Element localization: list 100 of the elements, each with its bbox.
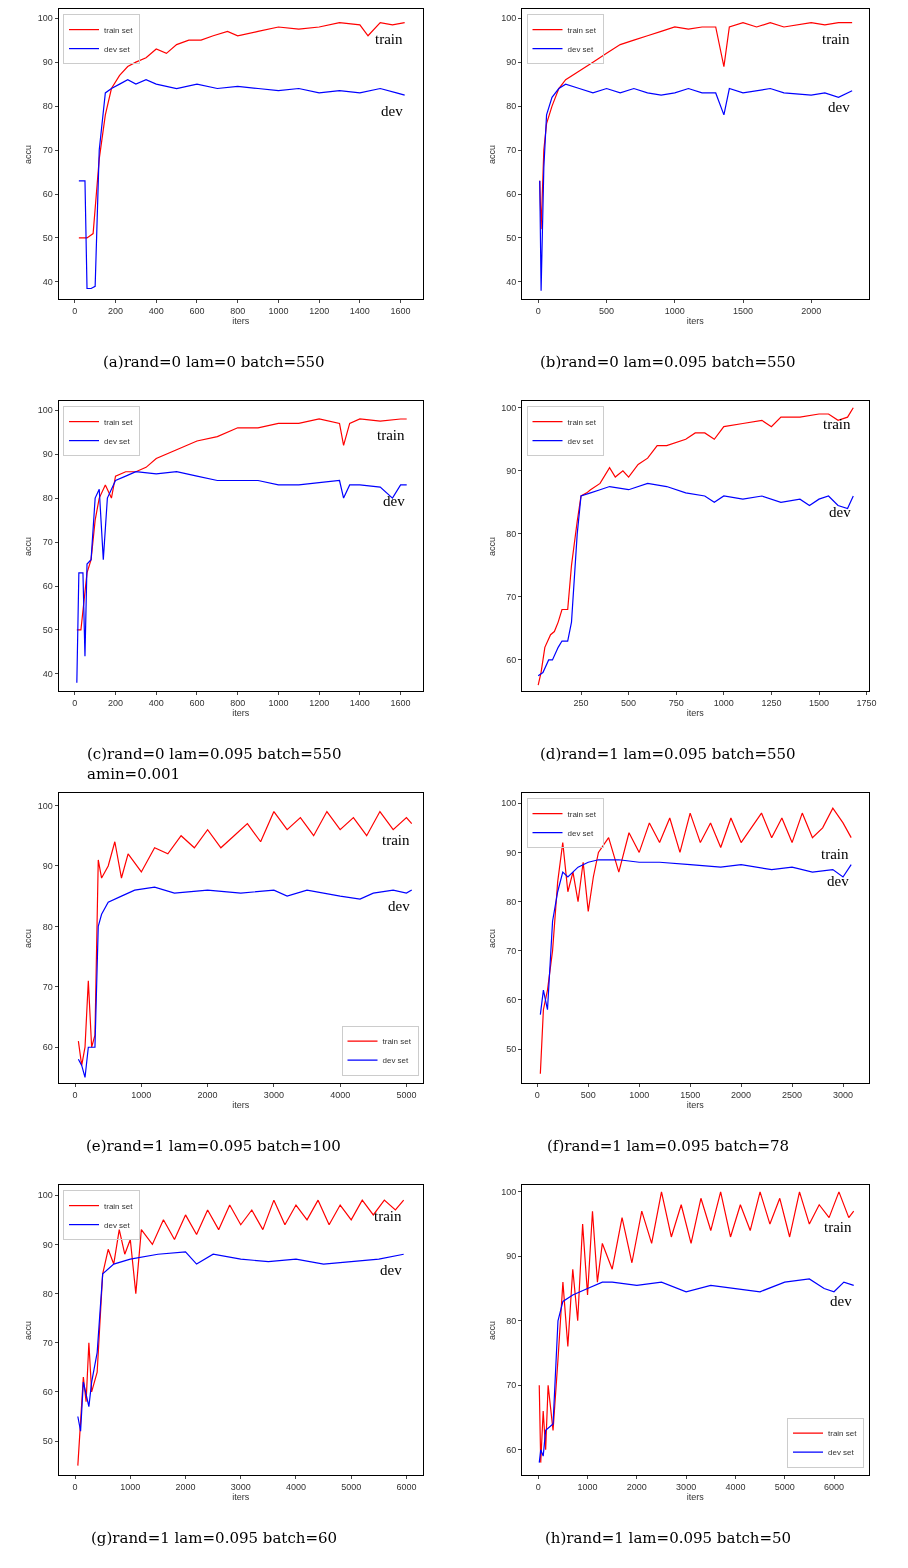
- text: (f)rand=1 lam=0.095 batch=78: [547, 1137, 790, 1155]
- legend-label: dev set: [567, 436, 595, 446]
- y-tick-label: 60: [506, 655, 517, 666]
- x-tick-label: 2000: [626, 1482, 647, 1493]
- legend-label: dev set: [567, 44, 595, 54]
- x-tick-label: 4000: [285, 1482, 306, 1493]
- annotation: dev: [830, 1293, 853, 1309]
- annotation: train: [382, 832, 410, 848]
- y-axis-title: accu: [23, 1320, 34, 1340]
- text: (e)rand=1 lam=0.095 batch=100: [86, 1137, 341, 1155]
- line-series: [77, 886, 413, 1079]
- x-tick-label: 2500: [782, 1090, 803, 1101]
- line-series: [77, 810, 413, 1066]
- x-tick-label: 0: [72, 1090, 78, 1101]
- y-tick-label: 50: [42, 625, 53, 636]
- x-tick-label: 2000: [731, 1090, 752, 1101]
- y-tick-label: 60: [506, 995, 517, 1006]
- y-tick-label: 40: [506, 277, 517, 288]
- x-tick-label: 500: [599, 306, 615, 317]
- y-tick-label: 60: [42, 1042, 53, 1053]
- x-tick-label: 2000: [197, 1090, 218, 1101]
- x-tick-label: 400: [148, 698, 164, 709]
- text: (c)rand=0 lam=0.095 batch=550 amin=0.001: [87, 745, 342, 783]
- x-axis-title: iters: [686, 1100, 705, 1111]
- legend-label: dev set: [567, 828, 595, 838]
- line-series: [76, 418, 408, 631]
- y-tick-label: 100: [501, 798, 517, 809]
- y-tick-label: 100: [37, 1190, 53, 1201]
- y-tick-label: 100: [501, 1187, 517, 1198]
- y-tick-label: 70: [506, 945, 517, 956]
- x-tick-label: 5000: [774, 1482, 795, 1493]
- line-series: [537, 482, 854, 677]
- y-tick-label: 60: [42, 1387, 53, 1398]
- line-series: [76, 471, 408, 684]
- y-axis-title: accu: [486, 1320, 497, 1340]
- y-tick-label: 90: [506, 847, 517, 858]
- y-tick-label: 70: [506, 145, 517, 156]
- y-tick-label: 90: [42, 1239, 53, 1250]
- x-axis-title: iters: [686, 708, 705, 719]
- x-tick-label: 6000: [823, 1482, 845, 1493]
- y-tick-label: 70: [42, 145, 53, 156]
- y-tick-label: 80: [42, 1288, 53, 1299]
- legend-label: dev set: [104, 1220, 131, 1230]
- y-axis-title: accu: [23, 928, 34, 948]
- line-series: [539, 859, 852, 1016]
- x-tick-label: 0: [535, 306, 541, 317]
- y-tick-label: 90: [506, 465, 517, 476]
- y-tick-label: 100: [501, 402, 517, 413]
- annotation: train: [374, 1208, 402, 1224]
- y-tick-label: 100: [501, 13, 517, 24]
- x-tick-label: 500: [621, 698, 637, 709]
- legend-label: dev set: [104, 436, 131, 446]
- y-axis-title: accu: [486, 144, 497, 164]
- x-tick-label: 600: [189, 698, 205, 709]
- y-tick-label: 60: [506, 189, 517, 200]
- x-tick-label: 800: [230, 698, 246, 709]
- x-tick-label: 5000: [341, 1482, 362, 1493]
- x-tick-label: 0: [72, 1482, 78, 1493]
- x-tick-label: 1400: [349, 698, 370, 709]
- annotation: dev: [828, 99, 851, 115]
- y-tick-label: 70: [506, 592, 517, 603]
- y-axis-title: accu: [23, 536, 34, 556]
- y-tick-label: 90: [42, 861, 53, 872]
- x-tick-label: 1000: [131, 1090, 152, 1101]
- x-axis-title: iters: [686, 1492, 705, 1503]
- x-tick-label: 0: [534, 1090, 540, 1101]
- y-tick-label: 40: [42, 277, 53, 288]
- x-tick-label: 3000: [833, 1090, 854, 1101]
- annotation: train: [375, 31, 403, 47]
- x-axis-title: iters: [686, 316, 705, 327]
- y-tick-label: 60: [42, 581, 53, 592]
- x-tick-label: 1250: [761, 698, 782, 709]
- text: (g)rand=1 lam=0.095 batch=60: [91, 1529, 338, 1547]
- annotation: train: [377, 427, 405, 443]
- legend-label: train set: [382, 1037, 412, 1047]
- text: (b)rand=0 lam=0.095 batch=550: [540, 353, 796, 371]
- line-series: [538, 1278, 855, 1464]
- x-tick-label: 1500: [732, 306, 754, 317]
- legend-label: train set: [104, 1201, 134, 1211]
- y-tick-label: 60: [506, 1444, 517, 1455]
- y-axis-title: accu: [23, 144, 34, 164]
- x-axis-title: iters: [232, 1492, 250, 1503]
- y-tick-label: 90: [506, 1251, 517, 1262]
- text: (a)rand=0 lam=0 batch=550: [103, 353, 325, 371]
- y-tick-label: 80: [506, 528, 517, 539]
- x-tick-label: 2000: [801, 306, 822, 317]
- text: (h)rand=1 lam=0.095 batch=50: [545, 1529, 792, 1547]
- y-tick-label: 50: [42, 1436, 53, 1447]
- y-axis-title: accu: [486, 536, 497, 556]
- annotation: dev: [383, 493, 406, 509]
- y-axis-title: accu: [486, 928, 497, 948]
- x-tick-label: 200: [108, 306, 124, 317]
- x-axis-title: iters: [232, 1100, 250, 1111]
- legend-label: train set: [567, 25, 597, 35]
- x-tick-label: 1600: [390, 698, 411, 709]
- annotation: dev: [829, 504, 852, 520]
- x-tick-label: 500: [580, 1090, 596, 1101]
- y-tick-label: 80: [42, 921, 53, 932]
- x-tick-label: 1400: [349, 306, 370, 317]
- x-tick-label: 750: [668, 698, 684, 709]
